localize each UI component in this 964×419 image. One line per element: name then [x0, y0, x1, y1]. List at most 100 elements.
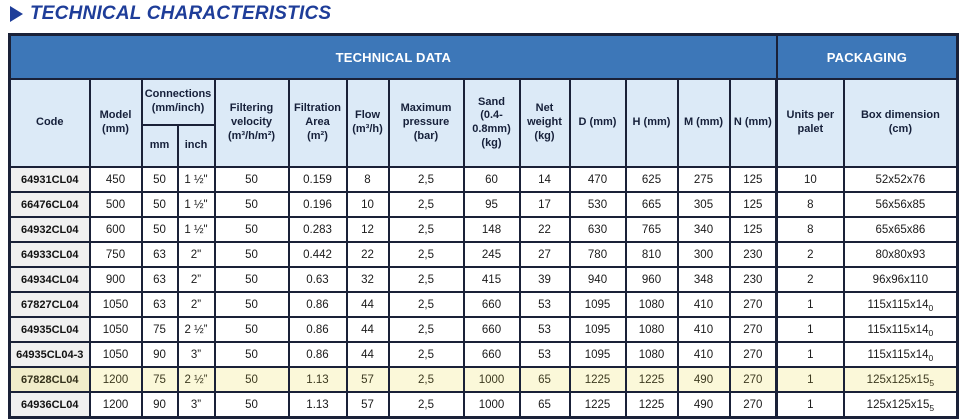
cell-n: 270 [728, 391, 778, 419]
cell-flow: 8 [345, 166, 390, 193]
cell-inch: 3” [176, 391, 216, 419]
cell-d: 1225 [568, 391, 627, 419]
cell-n: 125 [728, 191, 778, 218]
col-header-h: H (mm) [624, 78, 679, 168]
cell-flow: 44 [345, 291, 390, 318]
cell-code: 67828CL04 [8, 366, 91, 393]
cell-pressure: 2,5 [387, 191, 465, 218]
col-header-filtering-velocity: Filtering velocity (m³/h/m²) [213, 78, 290, 168]
cell-inch: 1 ½" [176, 166, 216, 193]
box-dimension-subscript: 5 [929, 377, 935, 388]
cell-pressure: 2,5 [387, 391, 465, 419]
cell-h: 810 [624, 241, 679, 268]
cell-m: 300 [676, 241, 731, 268]
cell-flow: 22 [345, 241, 390, 268]
cell-d: 1095 [568, 341, 627, 368]
cell-box: 65x65x86 [842, 216, 959, 243]
cell-flow: 57 [345, 391, 390, 419]
col-header-max-pressure: Maximum pressure (bar) [387, 78, 465, 168]
table-row: 64934CL04 900 63 2” 50 0.63 32 2,5 415 39 940 960 34… [8, 266, 959, 293]
col-header-box-dimension: Box dimension (cm) [842, 78, 959, 168]
col-header-inch: inch [176, 124, 216, 168]
table-row: 64932CL04 600 50 1 ½" 50 0.283 12 2,5 148 22 630 76… [8, 216, 959, 243]
cell-velocity: 50 [213, 316, 290, 343]
cell-area: 0.159 [287, 166, 348, 193]
cell-area: 1.13 [287, 366, 348, 393]
cell-net_weight: 14 [518, 166, 571, 193]
cell-model: 750 [88, 241, 143, 268]
cell-model: 500 [88, 191, 143, 218]
cell-velocity: 50 [213, 391, 290, 419]
cell-area: 0.283 [287, 216, 348, 243]
cell-mm: 50 [140, 216, 179, 243]
cell-m: 490 [676, 391, 731, 419]
cell-m: 410 [676, 341, 731, 368]
cell-pressure: 2,5 [387, 266, 465, 293]
cell-h: 625 [624, 166, 679, 193]
cell-inch: 2 ½” [176, 366, 216, 393]
cell-code: 64935CL04-3 [8, 341, 91, 368]
cell-d: 1225 [568, 366, 627, 393]
cell-code: 64934CL04 [8, 266, 91, 293]
cell-d: 470 [568, 166, 627, 193]
cell-area: 0.86 [287, 291, 348, 318]
cell-inch: 2" [176, 241, 216, 268]
table-row: 67827CL04 1050 63 2” 50 0.86 44 2,5 660 53 1095 108… [8, 291, 959, 318]
cell-d: 940 [568, 266, 627, 293]
cell-velocity: 50 [213, 366, 290, 393]
cell-box: 125x125x155 [842, 391, 959, 419]
cell-d: 1095 [568, 291, 627, 318]
table-body: 64931CL04 450 50 1 ½" 50 0.159 8 2,5 60 14 470 625 2… [8, 166, 959, 419]
cell-inch: 1 ½" [176, 191, 216, 218]
cell-m: 490 [676, 366, 731, 393]
box-dimension-subscript: 0 [928, 302, 934, 313]
cell-net_weight: 53 [518, 341, 571, 368]
cell-net_weight: 53 [518, 291, 571, 318]
cell-m: 348 [676, 266, 731, 293]
cell-inch: 2” [176, 266, 216, 293]
cell-net_weight: 27 [518, 241, 571, 268]
cell-code: 64936CL04 [8, 391, 91, 419]
cell-n: 125 [728, 166, 778, 193]
cell-flow: 12 [345, 216, 390, 243]
cell-h: 1080 [624, 316, 679, 343]
cell-m: 305 [676, 191, 731, 218]
cell-code: 64935CL04 [8, 316, 91, 343]
col-header-mm: mm [140, 124, 179, 168]
cell-n: 270 [728, 366, 778, 393]
cell-area: 0.86 [287, 316, 348, 343]
cell-sand: 245 [462, 241, 521, 268]
cell-d: 630 [568, 216, 627, 243]
table-row: 64935CL04-3 1050 90 3” 50 0.86 44 2,5 660 53 1095 1… [8, 341, 959, 368]
cell-mm: 50 [140, 191, 179, 218]
cell-pressure: 2,5 [387, 341, 465, 368]
cell-n: 270 [728, 316, 778, 343]
cell-net_weight: 53 [518, 316, 571, 343]
cell-area: 0.63 [287, 266, 348, 293]
cell-units: 8 [775, 216, 845, 243]
cell-model: 1050 [88, 291, 143, 318]
cell-units: 1 [775, 391, 845, 419]
cell-mm: 90 [140, 391, 179, 419]
cell-d: 530 [568, 191, 627, 218]
technical-data-table: TECHNICAL DATA PACKAGING Code Model (mm)… [8, 33, 960, 419]
cell-units: 1 [775, 341, 845, 368]
cell-model: 450 [88, 166, 143, 193]
cell-mm: 90 [140, 341, 179, 368]
cell-n: 230 [728, 266, 778, 293]
cell-box: 115x115x140 [842, 341, 959, 368]
cell-model: 600 [88, 216, 143, 243]
connections-subheader-row: mm inch [10, 124, 958, 168]
cell-mm: 63 [140, 291, 179, 318]
cell-inch: 3” [176, 341, 216, 368]
cell-pressure: 2,5 [387, 366, 465, 393]
arrow-right-icon [10, 6, 23, 22]
cell-inch: 1 ½" [176, 216, 216, 243]
cell-code: 66476CL04 [8, 191, 91, 218]
cell-sand: 660 [462, 291, 521, 318]
cell-net_weight: 39 [518, 266, 571, 293]
cell-m: 410 [676, 316, 731, 343]
cell-model: 1050 [88, 316, 143, 343]
cell-d: 1095 [568, 316, 627, 343]
cell-sand: 148 [462, 216, 521, 243]
